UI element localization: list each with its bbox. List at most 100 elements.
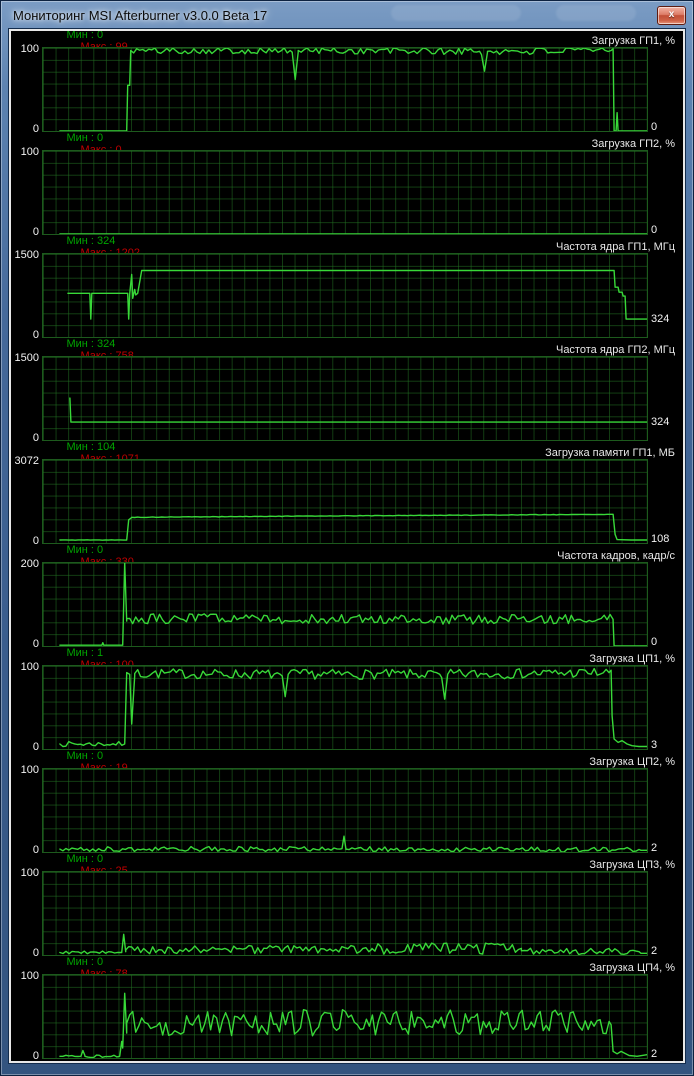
- graph-plot-area: 100 0 0: [21, 146, 657, 238]
- graph-title: Загрузка ЦП1, %: [589, 652, 675, 665]
- graph-panel: Мин : 104 Макс : 1071 Загрузка памяти ГП…: [11, 441, 683, 548]
- min-stat: Мин : 0: [66, 955, 104, 968]
- graph-plot-area: 1500 0 324: [15, 249, 670, 341]
- graph-panel: Мин : 324 Макс : 758 Частота ядра ГП2, М…: [11, 338, 683, 445]
- axis-zero-label: 0: [32, 947, 39, 959]
- current-value-label: 3: [651, 739, 658, 751]
- axis-max-label: 1500: [14, 249, 39, 261]
- graph-panel: Мин : 1 Макс : 100 Загрузка ЦП1, % 100 0…: [11, 647, 683, 754]
- graph-header: Мин : 0 Макс : 330 Частота кадров, кадр/…: [11, 544, 683, 568]
- graph-header: Мин : 1 Макс : 100 Загрузка ЦП1, %: [11, 647, 683, 671]
- graph-title: Загрузка ГП1, %: [591, 34, 675, 47]
- graph-panel: Мин : 0 Макс : 99 Загрузка ГП1, % 100 0 …: [11, 31, 683, 135]
- axis-zero-label: 0: [32, 432, 39, 444]
- axis-max-label: 1500: [14, 352, 39, 364]
- axis-zero-label: 0: [32, 1050, 39, 1062]
- axis-max-label: 100: [20, 661, 39, 673]
- min-value: 1: [97, 646, 104, 659]
- graph-panel: Мин : 0 Макс : 25 Загрузка ЦП3, % 100 0 …: [11, 853, 683, 960]
- graph-panel: Мин : 0 Макс : 330 Частота кадров, кадр/…: [11, 544, 683, 651]
- axis-zero-label: 0: [32, 226, 39, 238]
- graph-plot-area: 100 0 2: [21, 867, 657, 959]
- graph-line: [59, 513, 647, 541]
- current-value-label: 0: [651, 121, 658, 133]
- axis-max-label: 3072: [14, 455, 39, 467]
- graph-plot-area: 1500 0 324: [15, 352, 670, 444]
- min-stat: Мин : 0: [66, 29, 104, 41]
- graph-line: [59, 992, 647, 1058]
- window-titlebar[interactable]: Мониторинг MSI Afterburner v3.0.0 Beta 1…: [1, 1, 693, 29]
- min-value: 324: [97, 337, 116, 350]
- graph-line: [59, 667, 647, 748]
- graph-plot-area: 100 0 2: [21, 764, 657, 856]
- current-value-label: 108: [651, 533, 670, 545]
- graph-title: Частота ядра ГП1, МГц: [555, 240, 675, 253]
- axis-max-label: 200: [20, 558, 39, 570]
- min-value: 0: [97, 852, 104, 865]
- axis-zero-label: 0: [32, 535, 39, 547]
- axis-zero-label: 0: [32, 329, 39, 341]
- close-icon: x: [668, 9, 675, 20]
- graph-line: [67, 269, 647, 320]
- min-value: 0: [97, 131, 104, 144]
- graph-line: [59, 835, 647, 852]
- graph-line: [59, 933, 647, 955]
- axis-max-label: 100: [20, 146, 39, 158]
- graph-title: Загрузка памяти ГП1, МБ: [545, 446, 675, 459]
- min-stat: Мин : 0: [66, 749, 104, 762]
- graph-header: Мин : 0 Макс : 25 Загрузка ЦП3, %: [11, 853, 683, 877]
- graph-header: Мин : 324 Макс : 1202 Частота ядра ГП1, …: [11, 235, 683, 259]
- graph-title: Частота кадров, кадр/с: [557, 549, 675, 562]
- graph-panel: Мин : 324 Макс : 1202 Частота ядра ГП1, …: [11, 235, 683, 342]
- min-stat: Мин : 0: [66, 852, 104, 865]
- min-value: 0: [97, 29, 104, 41]
- graph-header: Мин : 324 Макс : 758 Частота ядра ГП2, М…: [11, 338, 683, 362]
- axis-max-label: 100: [20, 43, 39, 55]
- graph-line: [59, 563, 647, 646]
- axis-zero-label: 0: [32, 844, 39, 856]
- graph-header: Мин : 0 Макс : 19 Загрузка ЦП2, %: [11, 750, 683, 774]
- graph-header: Мин : 0 Макс : 99 Загрузка ГП1, %: [11, 31, 683, 53]
- graph-plot-area: 3072 0 108: [15, 455, 670, 547]
- current-value-label: 2: [651, 842, 658, 854]
- min-value: 324: [97, 234, 116, 247]
- graph-plot-area: 200 0 0: [21, 558, 657, 650]
- min-value: 0: [97, 749, 104, 762]
- axis-zero-label: 0: [32, 741, 39, 753]
- current-value-label: 324: [651, 313, 670, 326]
- min-stat: Мин : 0: [66, 131, 104, 144]
- titlebar-reflection: [556, 5, 636, 21]
- graph-plot-area: 100 0 0: [21, 43, 657, 135]
- min-value: 104: [97, 440, 116, 453]
- graph-title: Загрузка ЦП2, %: [589, 755, 675, 768]
- graph-title: Частота ядра ГП2, МГц: [555, 343, 675, 356]
- monitor-client: Мин : 0 Макс : 99 Загрузка ГП1, % 100 0 …: [8, 28, 686, 1064]
- close-button[interactable]: x: [657, 6, 686, 25]
- axis-zero-label: 0: [32, 123, 39, 135]
- graph-panel: Мин : 0 Макс : 78 Загрузка ЦП4, % 100 0 …: [11, 956, 683, 1062]
- graph-title: Загрузка ЦП3, %: [589, 858, 675, 871]
- graph-header: Мин : 104 Макс : 1071 Загрузка памяти ГП…: [11, 441, 683, 465]
- graph-line: [69, 397, 647, 423]
- min-stat: Мин : 104: [66, 440, 116, 453]
- max-value: 0: [115, 144, 121, 156]
- min-stat: Мин : 1: [66, 646, 104, 659]
- axis-zero-label: 0: [32, 638, 39, 650]
- min-value: 0: [97, 543, 104, 556]
- min-stat: Мин : 0: [66, 543, 104, 556]
- axis-max-label: 100: [20, 764, 39, 776]
- graph-panel: Мин : 0 Макс : 0 Загрузка ГП2, % 100 0 0: [11, 132, 683, 239]
- graph-header: Мин : 0 Макс : 0 Загрузка ГП2, %: [11, 132, 683, 156]
- graph-title: Загрузка ЦП4, %: [589, 961, 675, 974]
- min-value: 0: [97, 955, 104, 968]
- current-value-label: 2: [651, 1048, 658, 1060]
- titlebar-reflection: [391, 5, 521, 21]
- axis-max-label: 100: [20, 970, 39, 982]
- window-title: Мониторинг MSI Afterburner v3.0.0 Beta 1…: [13, 7, 268, 23]
- current-value-label: 0: [651, 224, 658, 236]
- min-stat: Мин : 324: [66, 234, 116, 247]
- current-value-label: 324: [651, 416, 670, 429]
- graph-title: Загрузка ГП2, %: [591, 137, 675, 150]
- graph-header: Мин : 0 Макс : 78 Загрузка ЦП4, %: [11, 956, 683, 980]
